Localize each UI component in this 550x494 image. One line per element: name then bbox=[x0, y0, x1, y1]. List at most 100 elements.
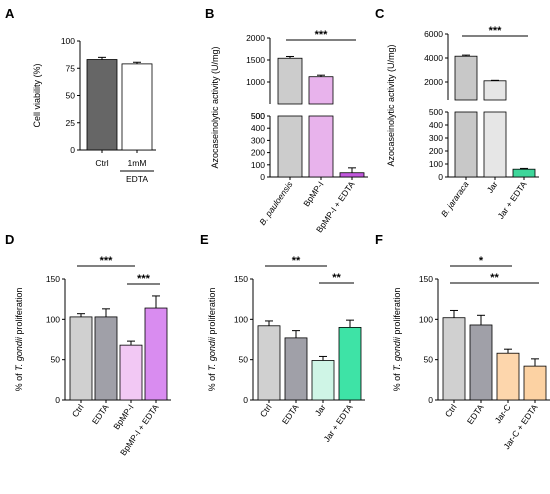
significance-label: * bbox=[479, 255, 484, 267]
bar bbox=[523, 365, 547, 401]
y-axis-label: Cell viability (%) bbox=[32, 63, 42, 127]
panel-c: C 0 100 200 300 400 500 2000 4000 6000 Azocaseinol… bbox=[375, 6, 539, 221]
y-tick-label: 2000 bbox=[424, 77, 443, 87]
category-label: EDTA bbox=[90, 402, 111, 426]
y-tick-label: 2000 bbox=[246, 33, 265, 43]
panel-e: E 0 50 100 150 % of T. gondii proliferation Ct… bbox=[200, 232, 365, 444]
bar bbox=[69, 316, 93, 401]
y-axis-label-part: proliferation bbox=[14, 288, 24, 338]
panel-letter: F bbox=[375, 232, 383, 247]
y-axis-label-part: T. gondii bbox=[392, 336, 402, 371]
category-label: Ctrl bbox=[443, 402, 459, 419]
category-label: EDTA bbox=[280, 402, 301, 426]
y-tick-label: 100 bbox=[251, 160, 265, 170]
bar bbox=[144, 307, 168, 401]
y-tick-label: 50 bbox=[424, 355, 434, 365]
y-axis-label-part: T. gondii bbox=[207, 336, 217, 371]
bar bbox=[284, 337, 308, 401]
bar-lower bbox=[483, 111, 507, 178]
bar bbox=[483, 80, 507, 101]
y-tick-label: 4000 bbox=[424, 53, 443, 63]
category-label: Jar bbox=[313, 402, 328, 418]
y-tick-label: 25 bbox=[66, 118, 76, 128]
category-label: Ctrl bbox=[70, 402, 86, 419]
y-tick-label: 300 bbox=[251, 135, 265, 145]
y-tick-label: 50 bbox=[66, 91, 76, 101]
bar bbox=[339, 172, 365, 178]
panel-letter: D bbox=[5, 232, 14, 247]
y-tick-label: 150 bbox=[46, 274, 60, 284]
panel-a: A 0 25 50 75 100 Cell viability (%) Ctrl 1mM EDTA bbox=[5, 6, 156, 184]
y-tick-label: 0 bbox=[55, 395, 60, 405]
category-label: EDTA bbox=[465, 402, 486, 426]
y-tick-label: 0 bbox=[70, 145, 75, 155]
y-tick-label: 100 bbox=[419, 314, 433, 324]
panel-letter: A bbox=[5, 6, 15, 21]
y-axis-label: Azocaseinolytic activity (U/mg) bbox=[386, 44, 396, 166]
category-label: Jar + EDTA bbox=[495, 179, 528, 221]
category-label: BpMP-I bbox=[301, 179, 325, 208]
y-axis-label: % of T. gondii proliferation bbox=[207, 288, 217, 392]
panel-f: F 0 50 100 150 % of T. gondii proliferation Ct… bbox=[375, 232, 550, 451]
y-tick-label: 0 bbox=[243, 395, 248, 405]
y-axis-label-part: % of bbox=[392, 371, 402, 392]
bar bbox=[119, 344, 143, 401]
panel-b: B0100200300400500500100015002000Azocasei… bbox=[205, 6, 368, 234]
bar bbox=[121, 63, 153, 151]
bar bbox=[512, 168, 536, 178]
bar bbox=[94, 316, 118, 401]
panel-d: D 0 50 100 150 % of T. gondii proliferation Ct… bbox=[5, 232, 171, 457]
significance-label: ** bbox=[332, 272, 341, 284]
category-label: Ctrl bbox=[258, 402, 274, 419]
bar-lower bbox=[454, 111, 478, 178]
category-label: B. pauloensis bbox=[257, 179, 295, 227]
significance-label: *** bbox=[489, 25, 503, 37]
y-tick-label: 500 bbox=[251, 111, 265, 121]
category-label: Jar-C bbox=[493, 402, 513, 425]
significance-label: *** bbox=[100, 255, 114, 267]
bar bbox=[442, 317, 466, 401]
y-tick-label: 400 bbox=[251, 123, 265, 133]
panel-letter: B bbox=[205, 6, 214, 21]
y-tick-label: 50 bbox=[239, 355, 249, 365]
significance-label: ** bbox=[490, 272, 499, 284]
y-axis-label-part: % of bbox=[14, 371, 24, 392]
y-tick-label: 0 bbox=[438, 172, 443, 182]
bar bbox=[496, 352, 520, 401]
y-tick-label: 200 bbox=[251, 148, 265, 158]
y-tick-label: 500 bbox=[429, 107, 443, 117]
y-axis-label: % of T. gondii proliferation bbox=[392, 288, 402, 392]
y-tick-label: 1500 bbox=[246, 55, 265, 65]
bar bbox=[308, 76, 334, 105]
significance-label: *** bbox=[137, 273, 151, 285]
panel-letter: E bbox=[200, 232, 209, 247]
significance-label: ** bbox=[292, 255, 301, 267]
bar bbox=[86, 59, 118, 151]
y-tick-label: 1000 bbox=[246, 77, 265, 87]
bar-lower bbox=[308, 115, 334, 178]
bar bbox=[338, 326, 362, 401]
y-tick-label: 200 bbox=[429, 146, 443, 156]
y-axis-label-part: T. gondii bbox=[14, 336, 24, 371]
category-label: B. jararaca bbox=[439, 179, 471, 219]
y-tick-label: 100 bbox=[46, 314, 60, 324]
y-tick-label: 50 bbox=[51, 355, 61, 365]
y-tick-label: 150 bbox=[419, 274, 433, 284]
y-axis-label: Azocaseinolytic activity (U/mg) bbox=[210, 46, 220, 168]
y-tick-label: 150 bbox=[234, 274, 248, 284]
bar-lower bbox=[277, 115, 303, 178]
y-axis-label: % of T. gondii proliferation bbox=[14, 288, 24, 392]
y-tick-label: 500 bbox=[251, 111, 265, 121]
y-tick-label: 400 bbox=[429, 120, 443, 130]
y-tick-label: 300 bbox=[429, 133, 443, 143]
y-axis-label-part: % of bbox=[207, 371, 217, 392]
panel-letter: C bbox=[375, 6, 385, 21]
y-tick-label: 0 bbox=[428, 395, 433, 405]
group-label: EDTA bbox=[126, 174, 148, 184]
bar bbox=[469, 324, 493, 401]
y-axis-label-part: proliferation bbox=[392, 288, 402, 338]
category-label: Jar bbox=[485, 179, 500, 195]
significance-label: *** bbox=[315, 29, 329, 41]
y-axis-label-part: proliferation bbox=[207, 288, 217, 338]
